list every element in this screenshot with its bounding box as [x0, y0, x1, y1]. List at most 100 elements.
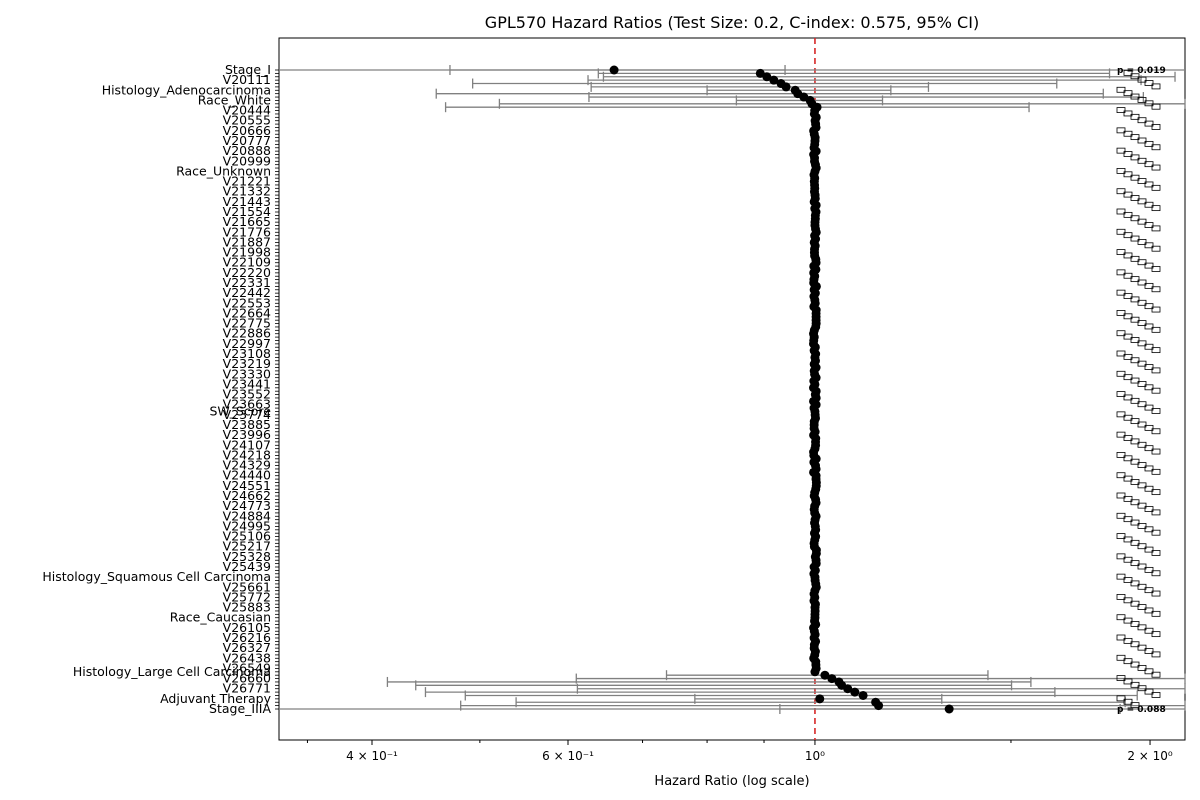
y-label: V21332 — [223, 184, 271, 199]
hr-point — [820, 670, 830, 680]
p-value-label: p = 0.088 — [1117, 705, 1166, 715]
p-value-label — [1137, 482, 1147, 489]
p-value-label — [1116, 594, 1126, 600]
p-value-label — [1130, 337, 1140, 343]
p-value-label — [1130, 702, 1140, 709]
p-value-label — [1130, 215, 1140, 222]
p-value-label — [1137, 320, 1147, 326]
y-label: V26660 — [223, 671, 271, 686]
p-value-label — [1130, 276, 1140, 283]
p-value-label — [1123, 191, 1133, 198]
p-value-label — [1151, 590, 1161, 597]
y-label: V22553 — [223, 295, 271, 310]
p-value-label — [1130, 174, 1140, 181]
p-value-label — [1151, 306, 1161, 313]
p-value-label — [1151, 286, 1161, 293]
p-value-label — [1137, 502, 1147, 509]
p-value-label — [1130, 519, 1140, 526]
p-value-label — [1137, 624, 1147, 631]
p-value-label — [1130, 560, 1140, 567]
p-value-label — [1123, 435, 1133, 441]
y-label: V24551 — [223, 478, 271, 493]
p-value-label — [1151, 225, 1161, 232]
p-value-label — [1151, 347, 1161, 354]
y-label-adjuvant-therapy: Adjuvant Therapy — [160, 691, 271, 706]
p-value-label — [1123, 678, 1133, 685]
y-label: V20555 — [223, 113, 271, 128]
p-value-label — [1116, 675, 1126, 681]
p-value-label — [1116, 188, 1126, 195]
y-label-race-caucasian: Race_Caucasian — [170, 610, 271, 625]
p-value-label — [1144, 262, 1154, 269]
p-value-label — [1137, 563, 1147, 570]
y-label: V20888 — [223, 143, 271, 158]
p-value-label — [1123, 556, 1133, 563]
p-value-label — [1144, 566, 1154, 573]
y-label: V21443 — [223, 194, 271, 209]
y-label: V20111 — [223, 72, 271, 87]
p-value-label — [1144, 343, 1154, 350]
y-label: V26771 — [223, 681, 271, 696]
p-value-label — [1137, 76, 1147, 83]
y-label: V23552 — [223, 387, 271, 402]
y-label: V25772 — [223, 589, 271, 604]
p-value-label — [1123, 272, 1133, 279]
y-label: V20777 — [223, 133, 271, 148]
p-value-label — [1151, 205, 1161, 212]
p-value-label — [1123, 617, 1133, 624]
p-value-label — [1116, 553, 1126, 560]
p-value-label — [1130, 479, 1140, 485]
p-value-label — [1116, 391, 1126, 397]
hr-point — [843, 684, 853, 694]
y-label: V21776 — [223, 224, 271, 239]
p-value-label — [1130, 195, 1140, 201]
p-value-label — [1151, 83, 1161, 90]
p-value-label — [1137, 462, 1147, 468]
p-value-label — [1130, 154, 1140, 161]
p-value-label — [1151, 408, 1161, 414]
y-label: V26105 — [223, 620, 271, 635]
y-label: V24773 — [223, 498, 271, 513]
y-label: V24884 — [223, 508, 271, 523]
p-value-label — [1151, 184, 1161, 191]
p-value-label — [1144, 100, 1154, 107]
y-label: V24440 — [223, 468, 271, 483]
p-value-label — [1130, 134, 1140, 141]
p-value-label — [1116, 492, 1126, 499]
y-label: V21221 — [223, 174, 271, 189]
y-label: V22886 — [223, 326, 271, 341]
p-value-label — [1137, 340, 1147, 347]
p-value-label — [1144, 485, 1154, 492]
p-value-label — [1116, 573, 1126, 580]
p-value-label — [1151, 570, 1161, 577]
y-label: V20666 — [223, 123, 271, 138]
p-value-label — [1123, 211, 1133, 218]
hr-point — [762, 72, 772, 82]
p-value-label — [1130, 316, 1140, 323]
p-value-label — [1137, 685, 1147, 692]
p-value-label — [1151, 610, 1161, 617]
y-label-stage-i: Stage_I — [225, 62, 271, 77]
p-value-label — [1137, 218, 1147, 225]
p-value-label — [1116, 208, 1126, 215]
y-label: V22997 — [223, 336, 271, 351]
p-value-label — [1144, 80, 1154, 86]
y-label: V23663 — [223, 397, 271, 412]
y-label: V23108 — [223, 346, 271, 361]
p-value-label — [1137, 279, 1147, 286]
p-value-label — [1144, 668, 1154, 675]
p-value-label — [1144, 465, 1154, 472]
hr-point — [815, 694, 825, 704]
p-value-label — [1137, 665, 1147, 671]
p-value-label — [1116, 695, 1126, 702]
y-label-race-unknown: Race_Unknown — [176, 163, 271, 178]
y-label: V25661 — [223, 579, 271, 594]
p-value-label — [1116, 107, 1126, 113]
y-label: V24995 — [223, 518, 271, 533]
y-label-sw-score: SW_Score — [209, 403, 271, 418]
x-tick-label: 6 × 10⁻¹ — [542, 749, 594, 763]
p-value-label — [1130, 458, 1140, 465]
p-value-label — [1130, 113, 1140, 120]
p-value-label — [1123, 577, 1133, 583]
p-value-label — [1137, 543, 1147, 550]
